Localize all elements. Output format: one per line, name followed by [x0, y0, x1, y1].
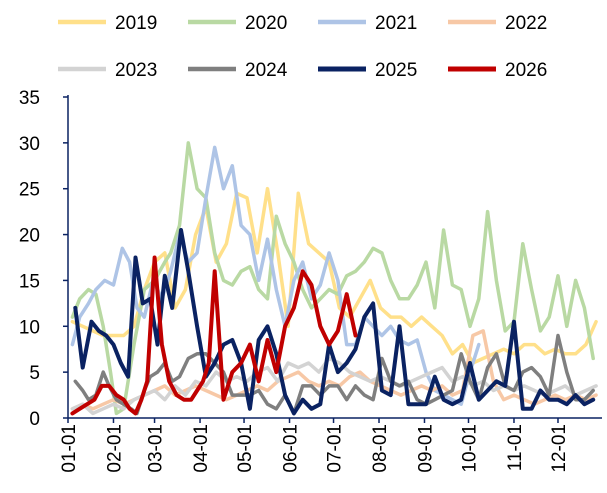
- legend-label: 2020: [245, 13, 287, 34]
- y-tick-label: 25: [19, 180, 40, 201]
- axes: 0 5 10 15 20 25 30 35 01-01 02-01 03-01 04-01 05-01 0…: [19, 88, 602, 473]
- y-tick-label: 30: [19, 134, 40, 155]
- legend-item-2021: 2021: [318, 13, 417, 34]
- x-tick-label: 06-01: [281, 424, 302, 473]
- x-tick-label: 09-01: [415, 424, 436, 473]
- x-tick-label: 10-01: [460, 424, 481, 473]
- x-tick-label: 04-01: [191, 424, 212, 473]
- y-tick-label: 5: [29, 363, 40, 384]
- y-tick-label: 15: [19, 271, 40, 292]
- y-tick-label: 35: [19, 88, 40, 109]
- x-tick-label: 03-01: [146, 424, 167, 473]
- legend-item-2020: 2020: [188, 13, 287, 34]
- legend-item-2024: 2024: [188, 60, 288, 81]
- y-tick-label: 20: [19, 226, 40, 247]
- series-line-2022: [70, 329, 598, 411]
- legend-label: 2019: [115, 13, 157, 34]
- legend-label: 2022: [505, 13, 547, 34]
- x-tick-label: 01-01: [59, 424, 80, 473]
- x-tick-label: 07-01: [325, 424, 346, 473]
- legend: 2019 2020 2021 2022 2023 2024 2025 2026: [58, 13, 547, 81]
- legend-label: 2023: [115, 60, 157, 81]
- legend-item-2019: 2019: [58, 13, 157, 34]
- x-tick-label: 08-01: [370, 424, 391, 473]
- x-tick-label: 05-01: [235, 424, 256, 473]
- legend-item-2025: 2025: [318, 60, 417, 81]
- legend-label: 2025: [375, 60, 417, 81]
- x-tick-label: 11-01: [505, 424, 526, 471]
- series-line-2026: [70, 255, 358, 416]
- legend-label: 2026: [505, 60, 547, 81]
- legend-item-2022: 2022: [448, 13, 547, 34]
- y-tick-label: 10: [19, 317, 40, 338]
- x-tick-label: 12-01: [549, 424, 570, 473]
- x-tick-label: 02-01: [104, 424, 125, 473]
- legend-label: 2021: [375, 13, 417, 34]
- series-lines: [70, 141, 598, 416]
- y-tick-label: 0: [29, 409, 40, 430]
- legend-label: 2024: [245, 60, 288, 81]
- series-line-2021: [70, 145, 481, 406]
- legend-item-2023: 2023: [58, 60, 157, 81]
- legend-item-2026: 2026: [448, 60, 547, 81]
